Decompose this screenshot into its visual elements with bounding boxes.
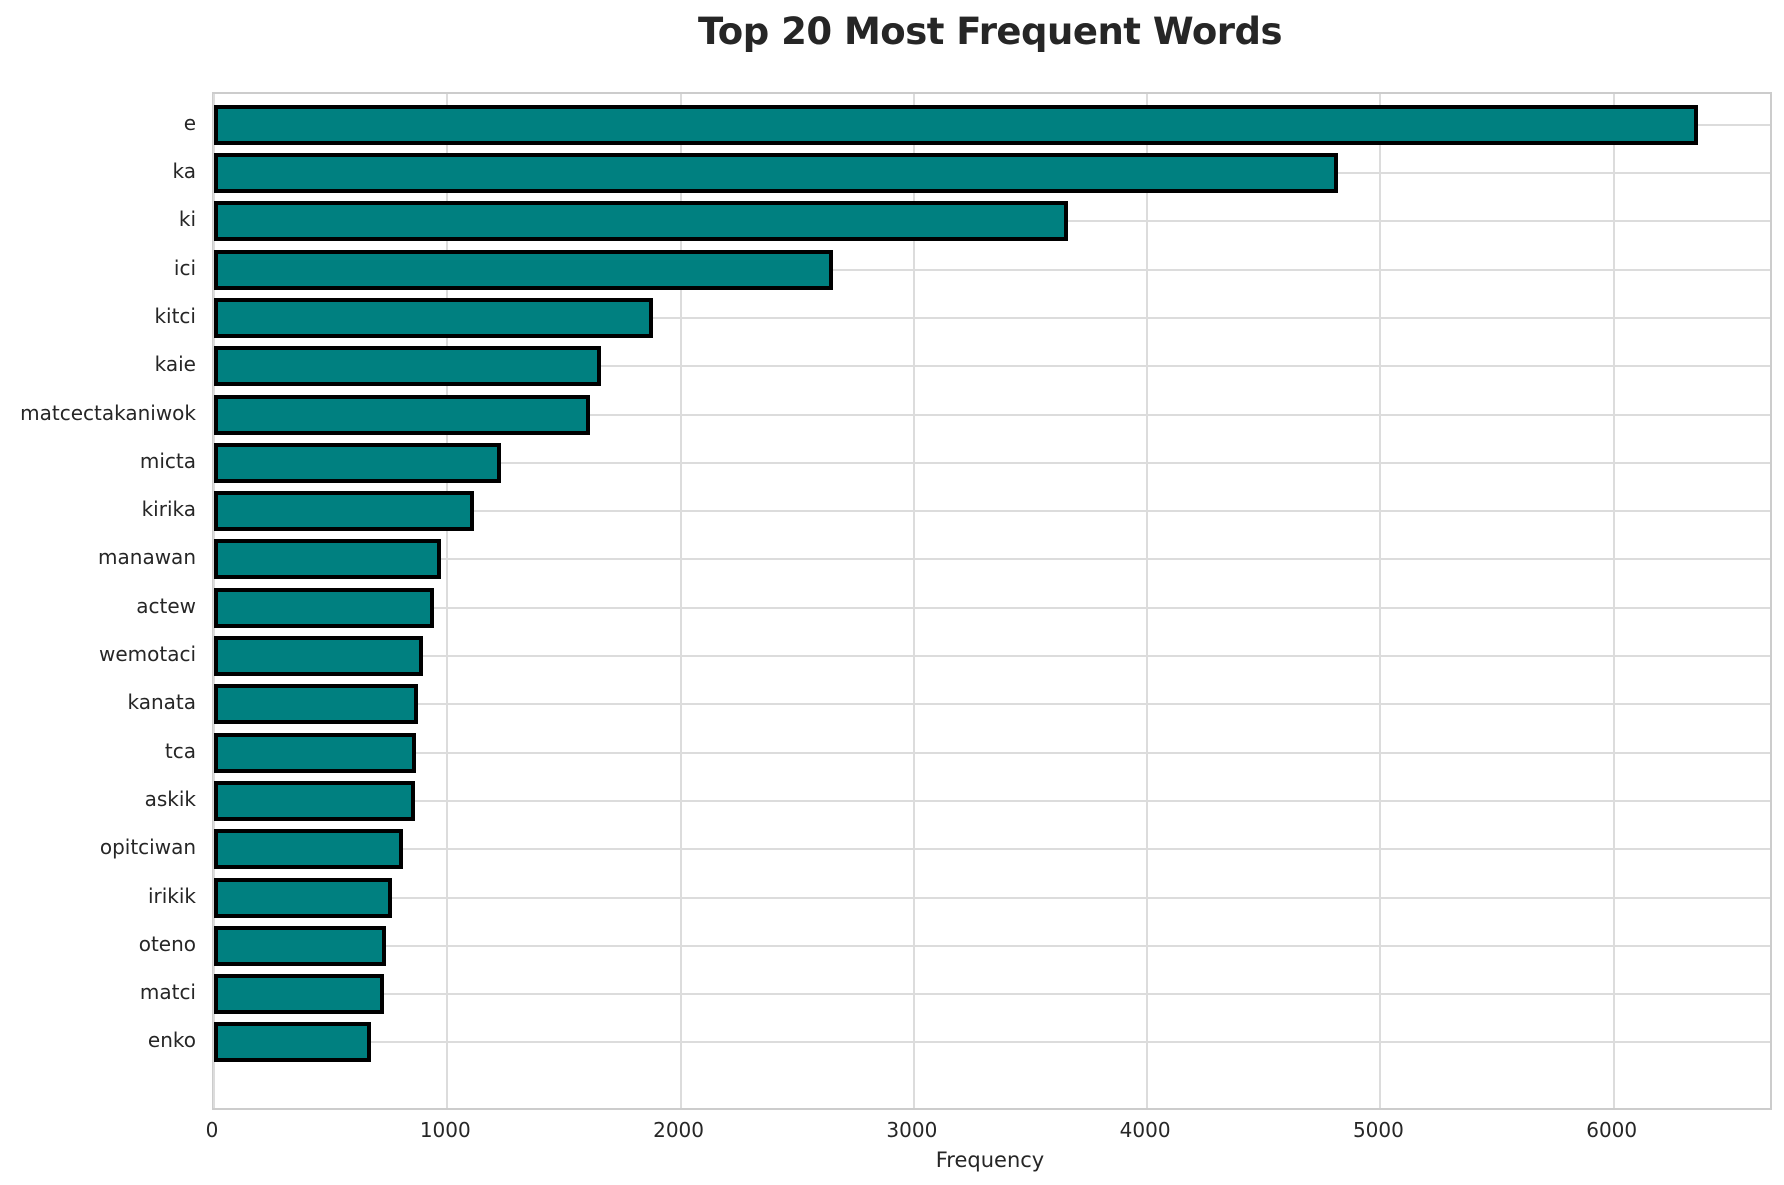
x-tick-label: 5000 xyxy=(1352,1118,1404,1142)
bar-tca xyxy=(214,732,417,773)
bar-ici xyxy=(214,249,834,290)
y-tick-label: kaie xyxy=(154,352,196,377)
y-tick-label: ka xyxy=(172,159,197,183)
horizontal-gridline xyxy=(214,461,1770,464)
y-tick-label: askik xyxy=(144,786,196,811)
y-tick-label: oteno xyxy=(138,931,196,956)
bar-micta xyxy=(214,442,501,483)
bar-manawan xyxy=(214,539,442,580)
vertical-gridline xyxy=(912,94,915,1108)
y-tick-label: tca xyxy=(164,738,196,763)
horizontal-gridline xyxy=(214,655,1770,657)
bar-irikik xyxy=(214,877,392,918)
vertical-gridline xyxy=(446,94,449,1108)
horizontal-gridline xyxy=(214,896,1770,899)
x-axis-label: Frequency xyxy=(935,1148,1045,1172)
bar-actew xyxy=(214,587,435,628)
bar-ki xyxy=(214,201,1068,242)
x-tick-label: 4000 xyxy=(1119,1118,1171,1142)
y-tick-label: manawan xyxy=(98,545,196,570)
bar-ka xyxy=(214,153,1339,193)
horizontal-gridline xyxy=(214,799,1770,802)
horizontal-gridline xyxy=(214,268,1770,271)
bar-kirika xyxy=(214,491,475,532)
horizontal-gridline xyxy=(214,751,1770,754)
bar-opitciwan xyxy=(214,829,404,870)
x-tick-label: 6000 xyxy=(1586,1118,1638,1142)
x-tick-label: 2000 xyxy=(653,1118,705,1142)
horizontal-gridline xyxy=(214,848,1770,851)
chart-title: Top 20 Most Frequent Words xyxy=(697,10,1283,53)
horizontal-gridline xyxy=(214,944,1770,947)
y-tick-label: opitciwan xyxy=(99,835,196,860)
y-tick-label: kirika xyxy=(141,497,196,522)
y-tick-label: matcectakaniwok xyxy=(20,400,196,425)
horizontal-gridline xyxy=(214,606,1770,609)
bar-kitci xyxy=(214,297,653,338)
horizontal-gridline xyxy=(214,558,1770,561)
horizontal-gridline xyxy=(214,1041,1770,1044)
bar-kaie xyxy=(214,346,602,387)
y-tick-label: irikik xyxy=(147,883,196,908)
x-tick-label: 0 xyxy=(205,1118,219,1142)
bar-oteno xyxy=(214,925,386,966)
y-tick-label: micta xyxy=(139,448,196,473)
horizontal-gridline xyxy=(214,993,1770,996)
horizontal-gridline xyxy=(214,703,1770,706)
y-tick-label: matci xyxy=(139,980,196,1005)
horizontal-gridline xyxy=(214,365,1770,368)
bar-kanata xyxy=(214,684,419,725)
y-tick-label: e xyxy=(183,110,196,135)
y-tick-label: enko xyxy=(147,1028,196,1053)
y-tick-label: actew xyxy=(136,593,196,618)
horizontal-gridline xyxy=(214,413,1770,416)
vertical-gridline xyxy=(1146,94,1149,1108)
y-tick-label: kanata xyxy=(127,690,196,715)
vertical-gridline xyxy=(679,94,682,1108)
x-tick-label: 1000 xyxy=(419,1118,471,1142)
y-tick-label: wemotaci xyxy=(98,642,196,666)
bar-matci xyxy=(214,974,384,1015)
horizontal-gridline xyxy=(214,316,1770,319)
bar-e xyxy=(214,104,1698,145)
y-tick-label: ici xyxy=(173,255,196,280)
bar-enko xyxy=(214,1022,372,1063)
bar-wemotaci xyxy=(214,636,424,676)
bar-askik xyxy=(214,780,416,821)
vertical-gridline xyxy=(1379,94,1382,1108)
horizontal-gridline xyxy=(214,510,1770,513)
x-tick-label: 3000 xyxy=(886,1118,938,1142)
plot-area xyxy=(212,92,1772,1110)
y-tick-label: kitci xyxy=(154,303,196,328)
vertical-gridline xyxy=(1612,94,1615,1108)
bar-matcectakaniwok xyxy=(214,394,590,435)
y-tick-label: ki xyxy=(178,207,196,232)
